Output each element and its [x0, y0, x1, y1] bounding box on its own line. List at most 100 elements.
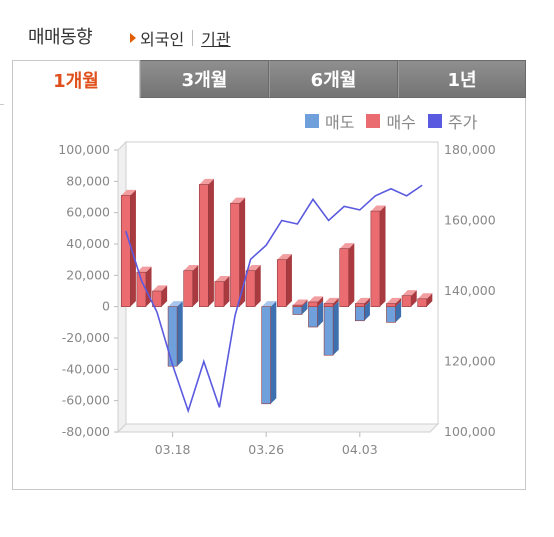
bar-buy-side: [364, 297, 370, 307]
bar-buy: [292, 304, 303, 307]
bar-buy-side: [192, 265, 199, 307]
bar-sell: [354, 306, 365, 322]
bar-buy-top: [308, 296, 324, 302]
bar-sell: [308, 306, 318, 328]
y-right-tick-label: 140,000: [444, 283, 496, 298]
y-right-tick-label: 120,000: [444, 354, 496, 369]
bar-buy: [245, 270, 256, 307]
section-title: 매매동향: [28, 27, 93, 48]
tab-1-month[interactable]: 1개월: [12, 60, 140, 98]
bar-buy-side: [317, 296, 324, 307]
x-tick-label: 03.26: [248, 442, 284, 457]
tab-6-months[interactable]: 6개월: [269, 60, 398, 98]
bar-buy-side: [239, 197, 246, 307]
legend-swatch-buy: [366, 114, 381, 128]
bar-sell-side: [364, 301, 370, 321]
y-right-tick-label: 180,000: [444, 142, 496, 157]
y-left-tick-label: 80,000: [66, 173, 110, 188]
bar-buy: [339, 248, 350, 307]
bar-buy-top: [402, 290, 417, 296]
bar-buy-side: [348, 243, 355, 307]
x-tick-label: 04.03: [342, 442, 378, 457]
bar-sell: [386, 306, 396, 323]
bar-buy: [354, 303, 365, 307]
y-left-tick-label: 100,000: [58, 142, 110, 157]
bar-sell-side: [317, 301, 324, 328]
divider: [192, 30, 194, 46]
y-left-tick-label: 20,000: [66, 267, 110, 282]
bar-buy-top: [136, 266, 152, 273]
y-right-tick-label: 160,000: [444, 213, 496, 228]
bar-sell: [292, 306, 303, 315]
bar-buy: [308, 301, 318, 307]
bar-buy: [370, 210, 381, 307]
tab-foreign[interactable]: 외국인: [140, 30, 185, 49]
bar-buy-side: [333, 297, 339, 307]
legend-swatch-sell: [305, 114, 319, 128]
bar-buy: [230, 202, 240, 307]
y-left-tick-label: 60,000: [66, 205, 110, 220]
divider: [0, 104, 4, 105]
bar-sell: [261, 306, 272, 405]
bar-buy: [417, 298, 428, 307]
bar-buy-side: [130, 189, 136, 307]
bar-buy-side: [379, 205, 386, 307]
arrow-right-icon: [130, 33, 136, 43]
bar-buy-top: [199, 178, 214, 185]
y-left-tick-label: -60,000: [62, 393, 110, 408]
bar-sell-top: [261, 301, 277, 307]
bar-sell-side: [270, 301, 277, 404]
bar-buy: [323, 303, 334, 307]
y-left-tick-label: -80,000: [62, 424, 110, 439]
bar-buy-side: [208, 178, 214, 307]
bar-sell-side: [177, 301, 183, 367]
tab-institution[interactable]: 기관: [201, 30, 231, 49]
x-tick-label: 03.18: [155, 442, 191, 457]
bar-buy: [198, 184, 209, 307]
bar-sell-side: [333, 301, 339, 356]
bar-buy-top: [292, 299, 308, 306]
chart-floor: [116, 423, 440, 433]
bar-buy-top: [152, 285, 168, 291]
bar-buy-side: [301, 299, 308, 307]
tab-3-months[interactable]: 3개월: [140, 60, 269, 98]
bar-buy-top: [370, 205, 386, 212]
bar-sell-side: [395, 301, 402, 323]
bar-buy-side: [223, 276, 230, 307]
bar-buy-top: [246, 265, 261, 271]
bar-buy-top: [355, 297, 370, 304]
legend-swatch-price: [427, 114, 442, 128]
bar-buy: [136, 271, 147, 307]
section-header: 매매동향: [28, 22, 93, 50]
bar-buy-top: [339, 243, 355, 249]
tab-1-year[interactable]: 1년: [398, 60, 526, 98]
legend-item-sell: 매도: [305, 109, 354, 133]
bar-buy-top: [417, 293, 433, 299]
legend-item-price: 주가: [427, 109, 477, 133]
bar-buy-top: [277, 254, 292, 260]
y-right-tick-label: 100,000: [444, 424, 496, 439]
bar-buy-top: [386, 297, 402, 304]
bar-buy: [214, 281, 225, 307]
bar-buy-top: [183, 265, 199, 271]
legend-item-buy: 매수: [366, 109, 416, 133]
y-left-tick-label: 0: [102, 299, 110, 314]
price-line: [125, 184, 423, 414]
bar-sell-top: [168, 301, 183, 307]
bar-buy-top: [214, 276, 230, 282]
y-left-tick-label: 40,000: [66, 236, 110, 251]
bar-buy-side: [255, 265, 261, 307]
bar-buy-side: [161, 285, 168, 307]
bar-sell: [167, 306, 178, 367]
bar-buy: [120, 195, 131, 307]
bar-buy-side: [411, 290, 417, 307]
bar-buy-side: [395, 297, 402, 307]
bar-buy: [276, 259, 287, 307]
bar-buy: [386, 303, 396, 307]
bar-sell: [323, 306, 334, 356]
chart-legend: 매도 매수 주가: [305, 109, 489, 133]
bar-buy-top: [230, 197, 246, 204]
investor-filter: 외국인 기관: [130, 26, 231, 50]
bar-buy: [401, 295, 412, 307]
